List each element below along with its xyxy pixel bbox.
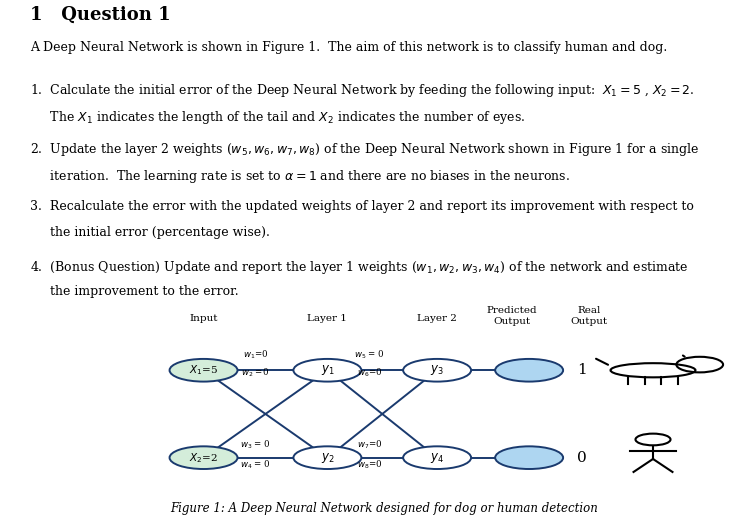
Text: $X_1$=5: $X_1$=5 [189, 363, 218, 377]
Text: $w_4$ = 0: $w_4$ = 0 [239, 458, 270, 471]
Circle shape [294, 446, 361, 469]
Text: The $X_1$ indicates the length of the tail and $X_2$ indicates the number of eye: The $X_1$ indicates the length of the ta… [30, 109, 526, 126]
Text: iteration.  The learning rate is set to $\alpha = 1$ and there are no biases in : iteration. The learning rate is set to $… [30, 167, 570, 185]
Text: Layer 1: Layer 1 [307, 314, 347, 323]
Text: Input: Input [189, 314, 218, 323]
Text: Predicted: Predicted [486, 306, 537, 314]
Text: $w_1$=0: $w_1$=0 [242, 349, 268, 361]
Text: Real: Real [578, 306, 601, 314]
Circle shape [294, 359, 361, 382]
Text: $w_7$=0: $w_7$=0 [357, 438, 383, 451]
Text: $y_3$: $y_3$ [430, 363, 444, 377]
Circle shape [495, 359, 563, 382]
Text: 0: 0 [578, 450, 587, 465]
Text: the improvement to the error.: the improvement to the error. [30, 285, 239, 298]
Text: Output: Output [571, 317, 608, 327]
Text: $w_3$ = 0: $w_3$ = 0 [239, 438, 270, 451]
Text: 3.  Recalculate the error with the updated weights of layer 2 and report its imp: 3. Recalculate the error with the update… [30, 200, 694, 213]
Circle shape [495, 446, 563, 469]
Text: $X_2$=2: $X_2$=2 [189, 451, 218, 465]
Circle shape [403, 446, 471, 469]
Text: $w_2$ =0: $w_2$ =0 [241, 366, 270, 379]
Text: A Deep Neural Network is shown in Figure 1.  The aim of this network is to class: A Deep Neural Network is shown in Figure… [30, 41, 667, 54]
Text: 1   Question 1: 1 Question 1 [30, 6, 171, 24]
Text: 2.  Update the layer 2 weights ($w_5,w_6,w_7,w_8$) of the Deep Neural Network sh: 2. Update the layer 2 weights ($w_5,w_6,… [30, 141, 700, 158]
Text: Layer 2: Layer 2 [417, 314, 457, 323]
Text: $w_5$ = 0: $w_5$ = 0 [355, 349, 386, 361]
Circle shape [169, 359, 237, 382]
Text: $y_2$: $y_2$ [321, 450, 334, 465]
Text: $w_8$=0: $w_8$=0 [357, 458, 383, 471]
Circle shape [403, 359, 471, 382]
Text: $w_6$=0: $w_6$=0 [357, 366, 383, 379]
Text: 1.  Calculate the initial error of the Deep Neural Network by feeding the follow: 1. Calculate the initial error of the De… [30, 82, 695, 99]
Circle shape [169, 446, 237, 469]
Text: $y_4$: $y_4$ [430, 450, 444, 465]
Text: 1: 1 [578, 363, 587, 377]
Text: Output: Output [493, 317, 530, 327]
Text: 4.  (Bonus Question) Update and report the layer 1 weights ($w_1,w_2,w_3,w_4$) o: 4. (Bonus Question) Update and report th… [30, 259, 689, 276]
Text: Figure 1: A Deep Neural Network designed for dog or human detection: Figure 1: A Deep Neural Network designed… [170, 502, 598, 515]
FancyArrowPatch shape [596, 359, 608, 365]
Text: $y_1$: $y_1$ [321, 363, 334, 377]
Text: the initial error (percentage wise).: the initial error (percentage wise). [30, 226, 270, 239]
FancyArrowPatch shape [683, 355, 684, 356]
